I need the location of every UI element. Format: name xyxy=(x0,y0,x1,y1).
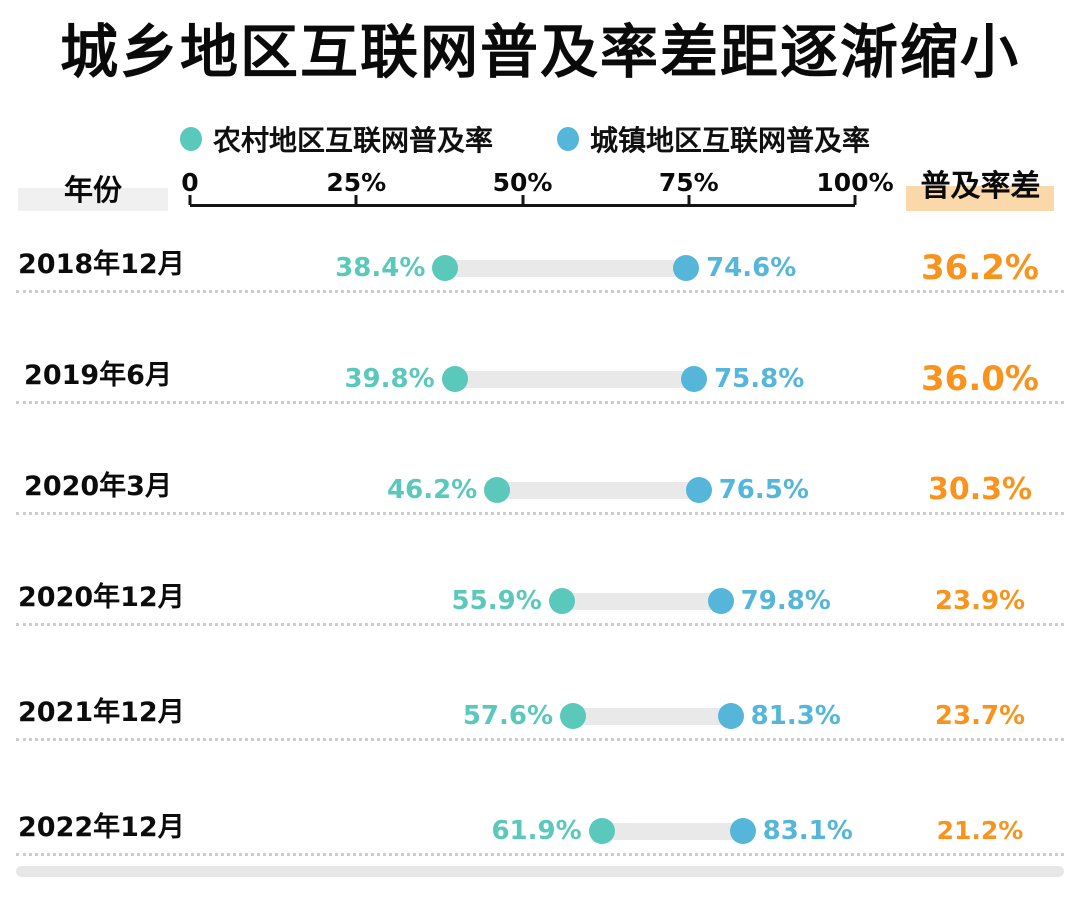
diff-value-label: 36.0% xyxy=(921,359,1039,399)
year-header-highlight xyxy=(18,188,168,211)
year-label: 2020年12月 xyxy=(18,582,185,613)
dumbbell-plot: 38.4% 74.6% xyxy=(190,248,855,288)
axis-tick-label: 25% xyxy=(326,168,387,197)
table-row: 2022年12月 61.9% 83.1% 21.2% xyxy=(0,741,1080,856)
table-header-band: 年份 0 25% 50% 75% 100% 普及率差 xyxy=(0,168,1080,215)
table-row: 2020年12月 55.9% 79.8% 23.9% xyxy=(0,515,1080,626)
dumbbell-plot: 39.8% 75.8% xyxy=(190,359,855,399)
connector-bar xyxy=(601,823,743,840)
axis-tick-label: 0 xyxy=(181,168,199,197)
rural-value-label: 38.4% xyxy=(335,253,426,283)
footer-bar xyxy=(16,866,1064,877)
table-row: 2021年12月 57.6% 81.3% 23.7% xyxy=(0,626,1080,741)
year-label: 2019年6月 xyxy=(24,360,172,391)
urban-value-label: 76.5% xyxy=(718,475,809,505)
legend-label-rural: 农村地区互联网普及率 xyxy=(213,124,494,157)
diff-value-label: 23.9% xyxy=(934,586,1026,616)
rural-dot-icon xyxy=(560,703,587,729)
axis-tick xyxy=(687,195,691,205)
rural-value-label: 46.2% xyxy=(387,475,478,505)
year-column-header: 年份 xyxy=(63,173,122,207)
connector-bar xyxy=(445,260,687,277)
table-row: 2020年3月 46.2% 76.5% 30.3% xyxy=(0,404,1080,515)
dumbbell-plot: 46.2% 76.5% xyxy=(190,470,855,510)
legend-label-urban: 城镇地区互联网普及率 xyxy=(590,124,871,157)
legend: 农村地区互联网普及率 城镇地区互联网普及率 xyxy=(180,121,870,157)
diff-header-highlight xyxy=(906,186,1054,211)
rural-dot-icon xyxy=(432,255,459,281)
axis-tick-label: 75% xyxy=(658,168,719,197)
year-label: 2021年12月 xyxy=(18,697,185,728)
table-row: 2018年12月 38.4% 74.6% 36.2% xyxy=(0,215,1080,293)
axis-tick xyxy=(853,195,857,205)
chart-rows: 2018年12月 38.4% 74.6% 36.2% 2019年6月 39.8%… xyxy=(0,215,1080,856)
rural-value-label: 61.9% xyxy=(491,816,582,846)
urban-dot-icon xyxy=(707,588,734,614)
urban-dot-icon xyxy=(685,477,712,503)
axis-tick-label: 100% xyxy=(816,168,894,197)
urban-value-label: 74.6% xyxy=(706,253,797,283)
diff-value-label: 36.2% xyxy=(921,248,1039,288)
diff-column-header: 普及率差 xyxy=(920,169,1041,204)
year-label: 2022年12月 xyxy=(18,812,185,843)
urban-value-label: 81.3% xyxy=(750,701,841,731)
axis-tick xyxy=(521,195,524,205)
axis-line xyxy=(190,204,855,207)
urban-dot-icon xyxy=(681,366,708,392)
urban-dot-icon xyxy=(717,703,744,729)
rural-dot-icon xyxy=(548,588,575,614)
rural-dot-icon xyxy=(441,366,468,392)
year-label: 2018年12月 xyxy=(18,249,185,280)
x-axis: 0 25% 50% 75% 100% xyxy=(181,168,894,215)
chart-title: 城乡地区互联网普及率差距逐渐缩小 xyxy=(59,18,1020,86)
legend-item-urban: 城镇地区互联网普及率 xyxy=(557,119,870,159)
rural-dot-icon xyxy=(588,818,615,844)
urban-dot-icon xyxy=(557,127,580,151)
urban-value-label: 75.8% xyxy=(714,364,805,394)
table-row: 2019年6月 39.8% 75.8% 36.0% xyxy=(0,293,1080,404)
year-label: 2020年3月 xyxy=(24,471,172,502)
dumbbell-plot: 55.9% 79.8% xyxy=(190,581,855,621)
axis-tick xyxy=(354,195,358,205)
connector-bar xyxy=(573,708,731,725)
legend-item-rural: 农村地区互联网普及率 xyxy=(180,119,493,159)
urban-value-label: 79.8% xyxy=(740,586,831,616)
axis-tick xyxy=(188,195,192,205)
rural-dot-icon xyxy=(484,477,511,503)
rural-value-label: 57.6% xyxy=(462,701,554,731)
axis-tick-label: 50% xyxy=(492,168,553,197)
dumbbell-plot: 57.6% 81.3% xyxy=(190,696,855,736)
urban-value-label: 83.1% xyxy=(762,816,853,846)
rural-dot-icon xyxy=(180,127,202,151)
rural-value-label: 39.8% xyxy=(344,364,435,394)
diff-value-label: 30.3% xyxy=(927,472,1033,507)
urban-dot-icon xyxy=(729,818,756,844)
connector-bar xyxy=(497,482,699,499)
rural-value-label: 55.9% xyxy=(451,586,542,616)
connector-bar xyxy=(454,371,695,388)
diff-value-label: 23.7% xyxy=(934,701,1026,731)
urban-dot-icon xyxy=(673,255,700,281)
dumbbell-plot: 61.9% 83.1% xyxy=(190,811,855,851)
diff-value-label: 21.2% xyxy=(936,816,1024,845)
connector-bar xyxy=(561,593,721,610)
